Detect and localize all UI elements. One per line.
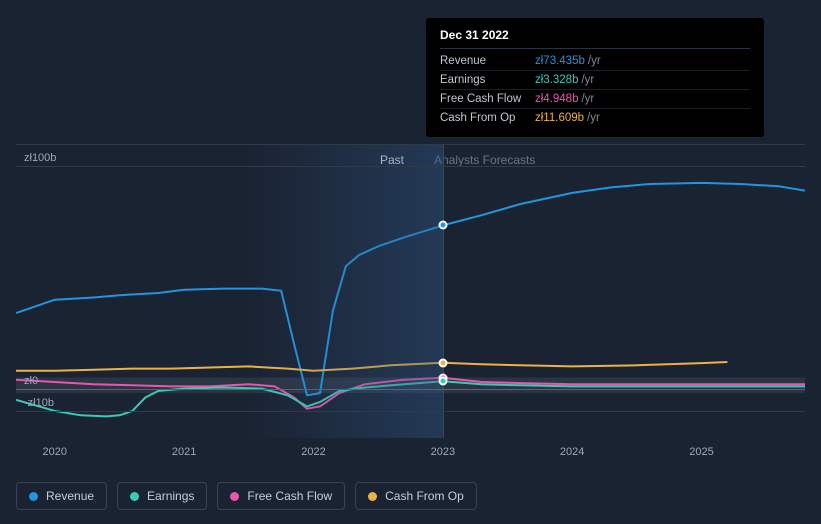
tooltip-metric-unit: /yr [588,55,601,67]
x-axis-tick-label: 2021 [172,446,196,458]
marker-cashop [438,358,447,367]
tooltip-metric-value: zł73.435b [535,55,585,67]
legend-item-free-cash-flow[interactable]: Free Cash Flow [217,482,345,510]
tooltip-metric-unit: /yr [587,112,600,124]
legend-dot-icon [368,492,377,501]
marker-revenue [438,221,447,230]
legend-label: Free Cash Flow [247,489,332,503]
tooltip-metric-value: zł11.609b [535,112,584,124]
tooltip-row: Cash From Opzł11.609b/yr [440,109,750,127]
tooltip-metric-label: Revenue [440,55,535,67]
y-axis-tick-label: zł100b [24,152,56,164]
x-axis-tick-label: 2023 [431,446,455,458]
past-forecast-divider [443,144,444,438]
gridline [16,389,805,390]
legend-label: Earnings [147,489,194,503]
tooltip-metric-value: zł3.328b [535,74,578,86]
tooltip-metric-unit: /yr [581,93,594,105]
y-axis-tick-label: zł0 [24,375,38,387]
legend-item-cash-from-op[interactable]: Cash From Op [355,482,477,510]
tooltip-row: Revenuezł73.435b/yr [440,52,750,71]
legend-item-revenue[interactable]: Revenue [16,482,107,510]
x-axis-tick-label: 2025 [689,446,713,458]
legend-label: Revenue [46,489,94,503]
legend-dot-icon [130,492,139,501]
y-axis-tick-label: -zł10b [24,397,54,409]
tooltip-metric-label: Earnings [440,74,535,86]
tooltip-date: Dec 31 2022 [440,28,750,49]
gridline [16,166,805,167]
gridline [16,411,805,412]
highlight-band [249,144,443,438]
tooltip-row: Earningszł3.328b/yr [440,71,750,90]
x-axis-tick-label: 2024 [560,446,584,458]
tooltip-metric-label: Free Cash Flow [440,93,535,105]
tooltip-row: Free Cash Flowzł4.948b/yr [440,90,750,109]
plot-top-border [16,144,805,145]
legend-item-earnings[interactable]: Earnings [117,482,207,510]
marker-earnings [438,377,447,386]
legend: Revenue Earnings Free Cash Flow Cash From O… [16,482,477,510]
chart-area [16,130,805,440]
legend-dot-icon [230,492,239,501]
legend-label: Cash From Op [385,489,464,503]
chart-tooltip: Dec 31 2022 Revenuezł73.435b/yrEarningsz… [426,18,764,137]
tooltip-metric-label: Cash From Op [440,112,535,124]
tooltip-metric-unit: /yr [581,74,594,86]
x-axis-tick-label: 2022 [301,446,325,458]
x-axis-tick-label: 2020 [43,446,67,458]
legend-dot-icon [29,492,38,501]
tooltip-metric-value: zł4.948b [535,93,578,105]
